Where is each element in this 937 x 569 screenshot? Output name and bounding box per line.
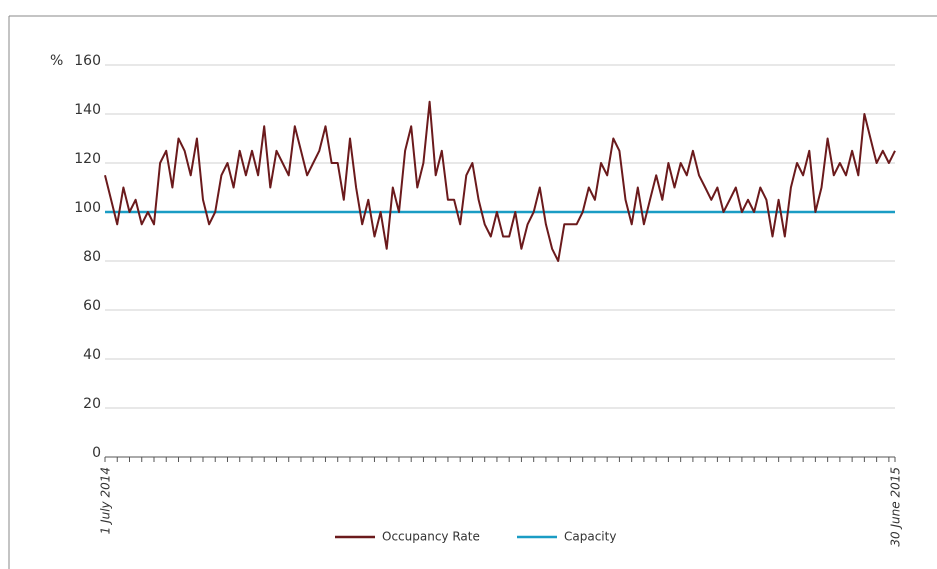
x-tick-label: 1 July 2014 [99,467,113,534]
y-tick-label: 40 [83,347,101,363]
y-tick-label: 120 [74,151,101,167]
y-tick-label: 0 [92,445,101,461]
y-tick-label: 160 [74,53,101,69]
x-tick-label: 30 June 2015 [889,467,903,547]
y-tick-label: 60 [83,298,101,314]
legend-label: Capacity [564,530,616,544]
y-tick-label: 100 [74,200,101,216]
y-tick-label: 140 [74,102,101,118]
y-tick-label: 80 [83,249,101,265]
series-line [104,100,896,262]
y-tick-label: 20 [83,396,101,412]
y-axis-label: % [50,53,63,69]
legend-label: Occupancy Rate [382,530,480,544]
